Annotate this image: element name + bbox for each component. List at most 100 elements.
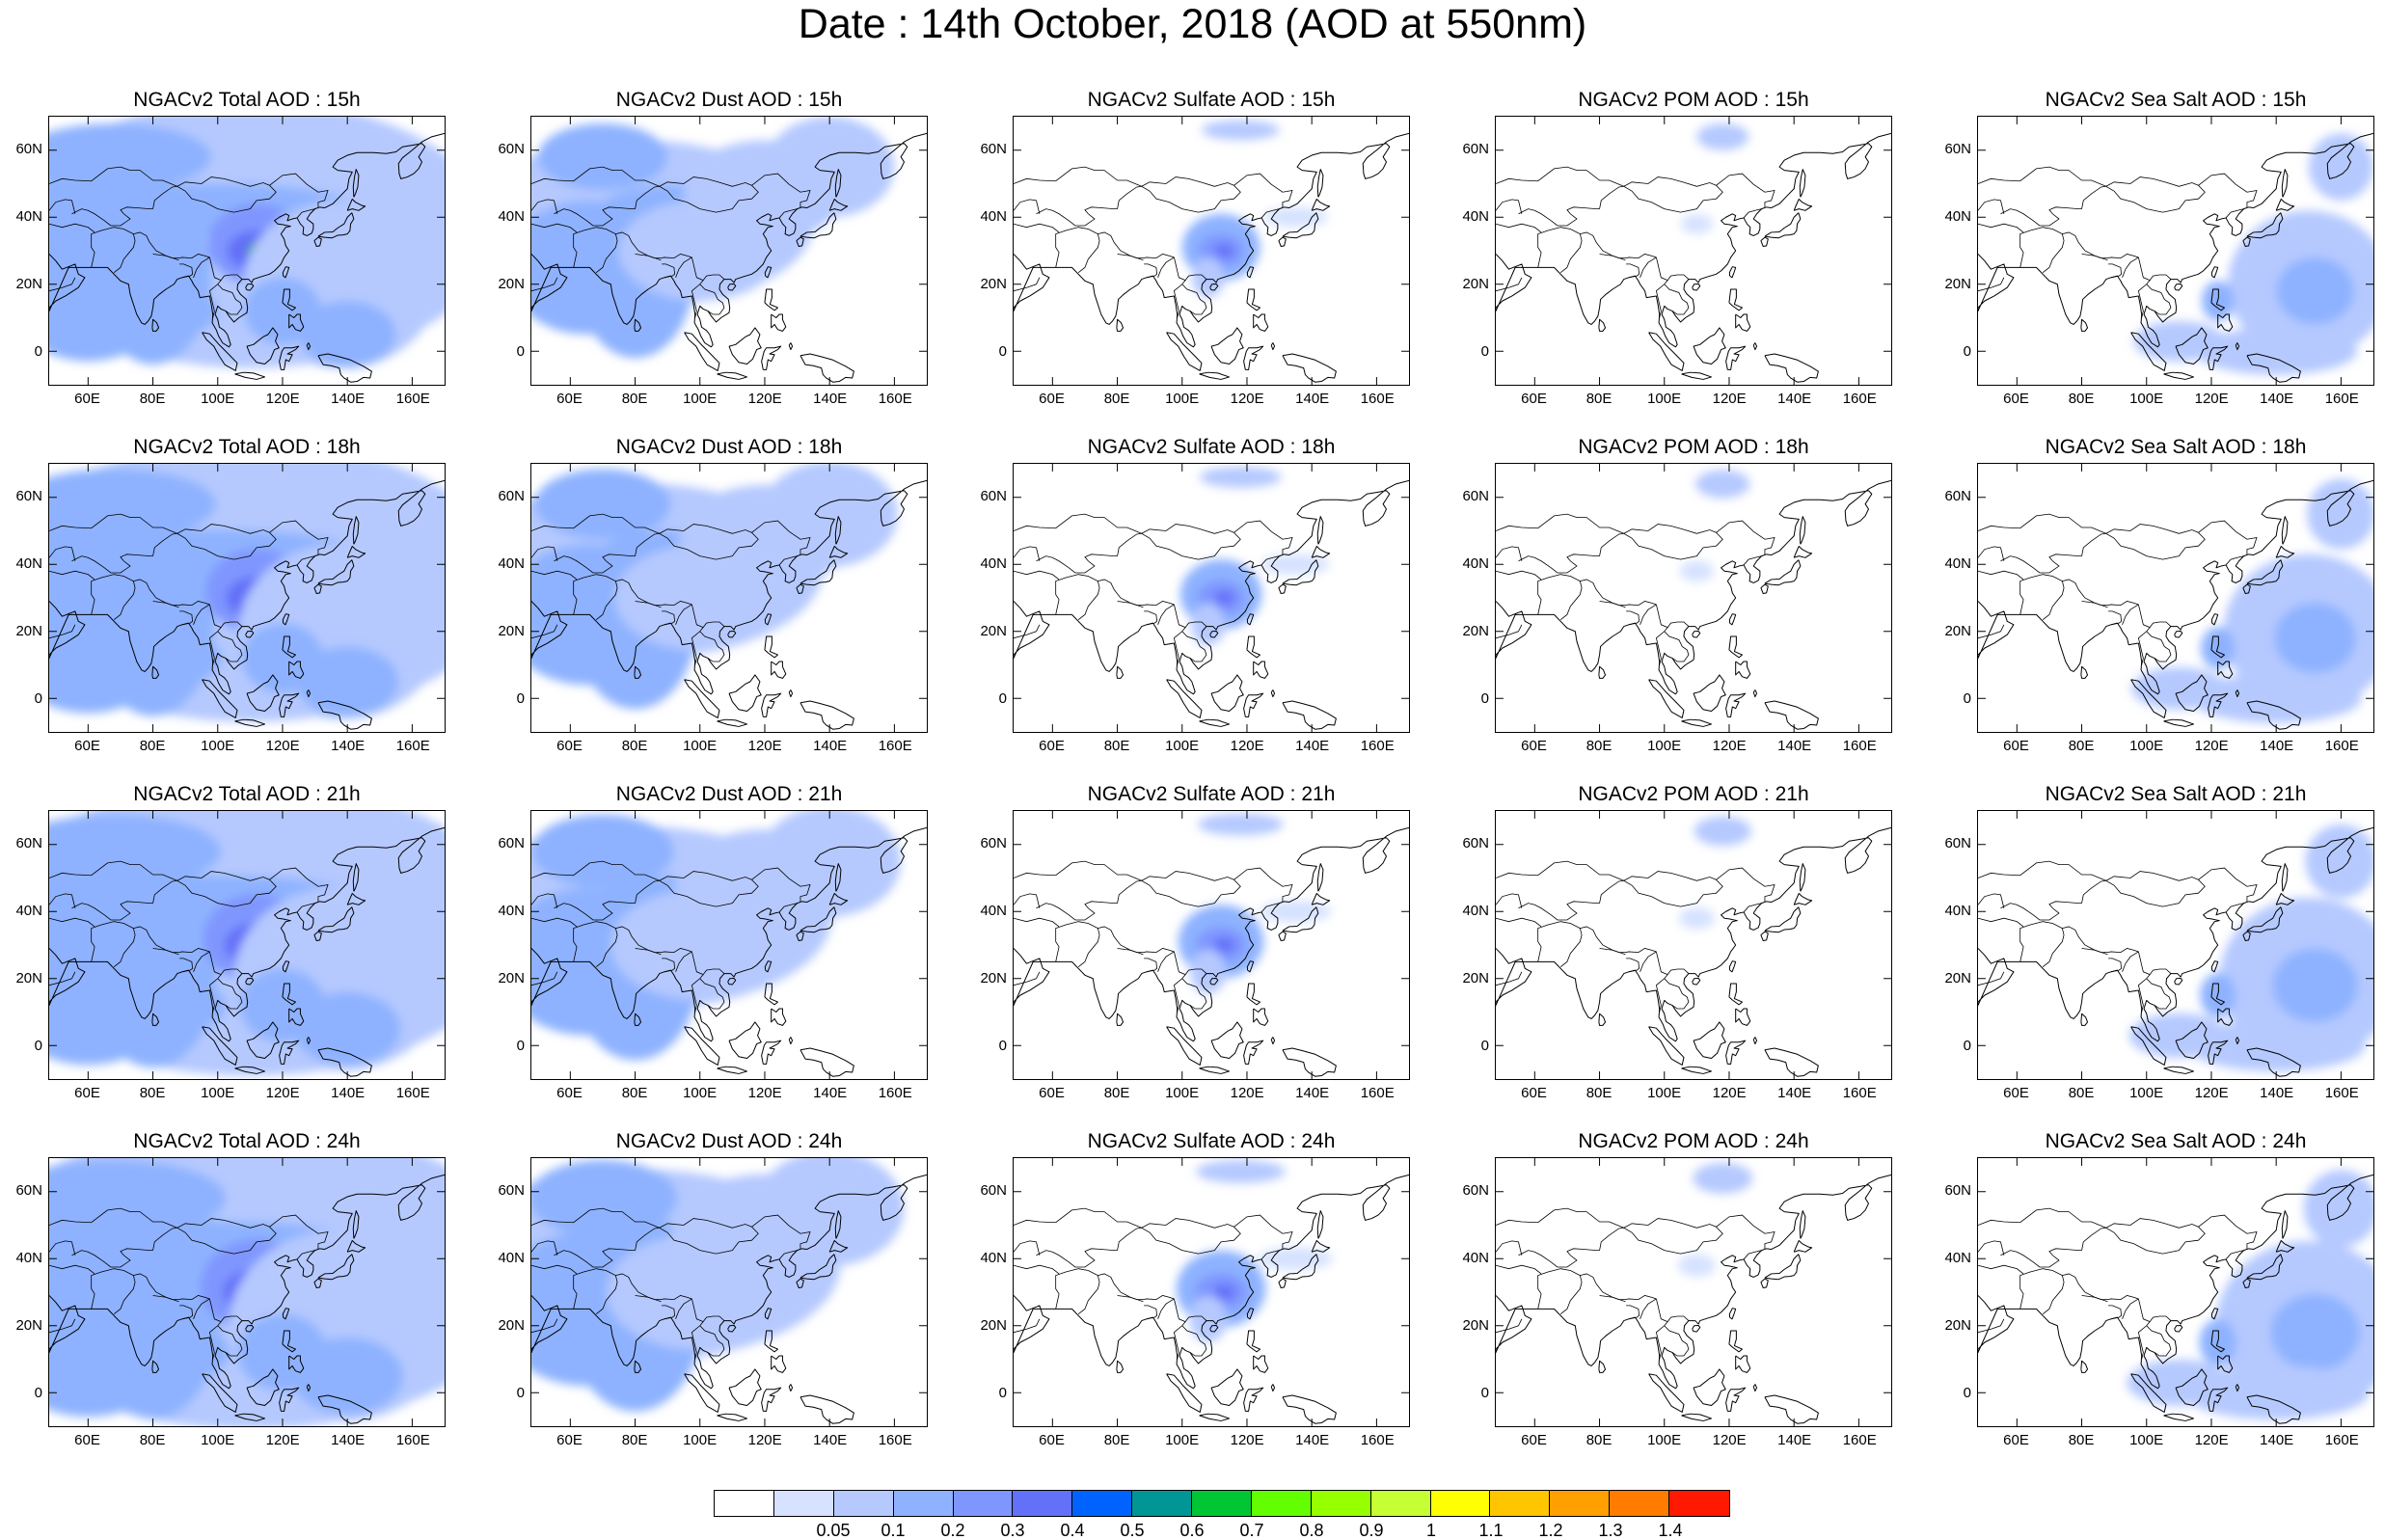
country-border: [2137, 1321, 2151, 1360]
coastline: [1735, 1008, 1751, 1026]
country-border: [1640, 257, 1657, 278]
country-border: [49, 199, 76, 214]
coastline: [800, 1047, 854, 1077]
lon-tick-label: 100E: [1165, 1432, 1200, 1448]
country-border: [1177, 1311, 1207, 1323]
coastline: [1246, 613, 1255, 626]
coastline: [1735, 1355, 1751, 1373]
lon-tick-label: 80E: [2068, 1085, 2095, 1101]
lat-tick-label: 20N: [498, 970, 525, 986]
colorbar-swatch: [773, 1491, 834, 1516]
country-border: [1014, 1264, 1060, 1275]
country-border: [2105, 1218, 2199, 1229]
coastline: [279, 1040, 300, 1065]
country-border: [1496, 1318, 1523, 1334]
coastline: [2163, 371, 2195, 380]
aod-patch: [49, 968, 227, 1042]
coastline: [1598, 318, 1607, 332]
country-border: [2105, 524, 2199, 534]
coastline: [1270, 689, 1276, 698]
colorbar-swatch: [953, 1491, 1014, 1516]
country-border: [531, 166, 660, 187]
aod-patch: [51, 623, 222, 694]
country-border: [1626, 1305, 1640, 1320]
aod-patch: [1678, 906, 1715, 930]
country-border: [2122, 604, 2139, 625]
country-border: [49, 971, 76, 986]
lon-tick-label: 60E: [2003, 1085, 2029, 1101]
aod-patch: [2272, 948, 2358, 1022]
coastline: [1793, 1239, 1813, 1253]
lon-tick-label: 140E: [1295, 738, 1330, 754]
country-border: [217, 631, 243, 662]
coastline: [306, 1037, 312, 1045]
coastline: [728, 327, 762, 365]
coastline: [2242, 583, 2251, 595]
aod-field: [49, 1158, 445, 1426]
coastline: [2217, 313, 2234, 332]
country-border: [212, 964, 243, 976]
country-border: [152, 520, 329, 560]
country-border: [1599, 601, 1626, 608]
country-border: [1496, 277, 1523, 292]
country-border: [694, 617, 725, 629]
map-canvas: [531, 117, 927, 385]
map-canvas: [49, 1158, 445, 1426]
panel-title: NGACv2 Sea Salt AOD : 15h: [2045, 89, 2307, 111]
lon-tick-label: 100E: [1165, 1085, 1200, 1101]
panel-title: NGACv2 Sulfate AOD : 18h: [1087, 436, 1336, 458]
coastline: [800, 700, 854, 730]
country-border: [71, 901, 153, 921]
country-border: [1537, 921, 1583, 967]
coastline: [2174, 630, 2183, 638]
country-border: [1626, 958, 1640, 973]
country-border: [2225, 1250, 2244, 1260]
lat-tick-label: 40N: [498, 903, 525, 919]
coastline: [788, 342, 794, 351]
coastline: [1246, 635, 1260, 659]
coastline: [634, 1360, 642, 1373]
country-border: [1014, 546, 1041, 561]
lon-tick-label: 80E: [621, 391, 648, 407]
lat-tick-label: 20N: [980, 276, 1007, 292]
coastline: [1014, 479, 1409, 695]
country-border: [2105, 176, 2199, 187]
coastline: [1693, 1021, 1726, 1059]
lon-tick-label: 100E: [201, 738, 235, 754]
coastline: [834, 863, 842, 892]
country-border: [49, 1264, 95, 1275]
country-border: [2137, 627, 2151, 665]
coastline: [727, 1324, 737, 1333]
coastline: [1014, 132, 1409, 348]
coastline: [1199, 718, 1231, 727]
map-panel-sulfate: [1013, 1157, 1410, 1427]
lon-tick-label: 80E: [139, 1432, 166, 1448]
country-border: [49, 223, 95, 233]
aod-patch: [1693, 1162, 1753, 1194]
lon-tick-label: 140E: [1777, 1432, 1812, 1448]
coastline: [306, 689, 312, 698]
country-border: [699, 978, 725, 1010]
lon-tick-label: 80E: [1585, 738, 1613, 754]
coastline: [1978, 826, 2373, 1042]
lon-tick-label: 160E: [1360, 1085, 1395, 1101]
coastline: [352, 169, 360, 198]
country-border: [1014, 1207, 1142, 1229]
lon-tick-label: 60E: [2003, 391, 2029, 407]
coastline: [246, 674, 280, 712]
coastline: [245, 283, 255, 291]
country-border: [91, 227, 136, 273]
map-panel-dust: [530, 1157, 928, 1427]
lon-tick-label: 60E: [1521, 1085, 1547, 1101]
coastline: [2246, 1254, 2284, 1281]
coastline: [1764, 559, 1802, 586]
coastline: [202, 1026, 238, 1066]
lat-tick-label: 40N: [980, 208, 1007, 225]
coastline: [2208, 692, 2229, 717]
coastline: [800, 1254, 837, 1281]
country-border: [1181, 631, 1207, 662]
coastline: [1166, 1373, 1203, 1413]
coastline: [313, 236, 322, 248]
panel-title: NGACv2 Sea Salt AOD : 18h: [2045, 436, 2307, 458]
